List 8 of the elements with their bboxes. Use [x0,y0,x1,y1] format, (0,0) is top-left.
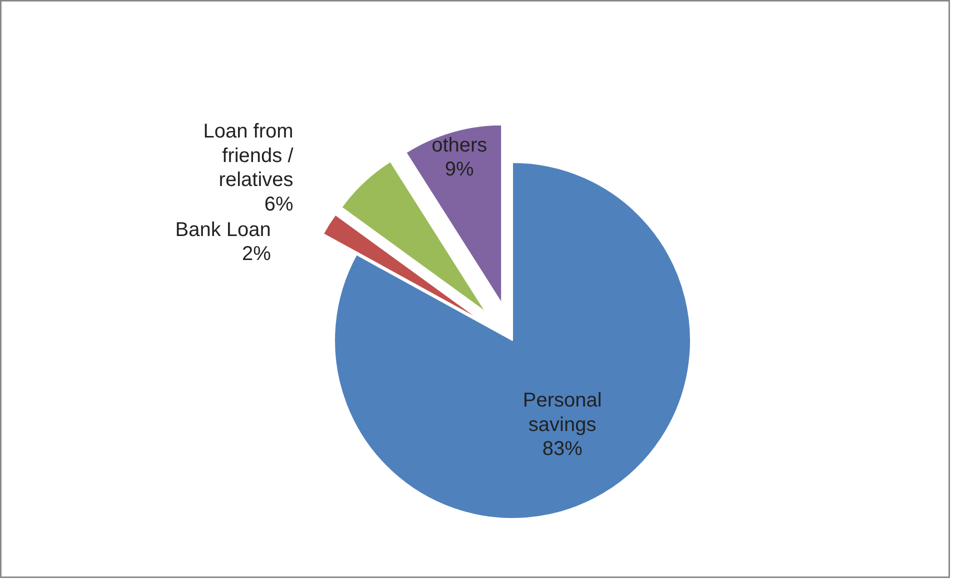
data-label: 2% [242,243,272,266]
data-label: 6% [264,193,294,216]
slice-label: Bank Loan [175,218,271,241]
data-label: 83% [542,438,583,460]
slice-label: Loan from friends / relatives [203,120,294,192]
slice-label: others [432,134,488,156]
slice-label: Personal savings [522,390,602,436]
data-label: 9% [444,158,474,181]
